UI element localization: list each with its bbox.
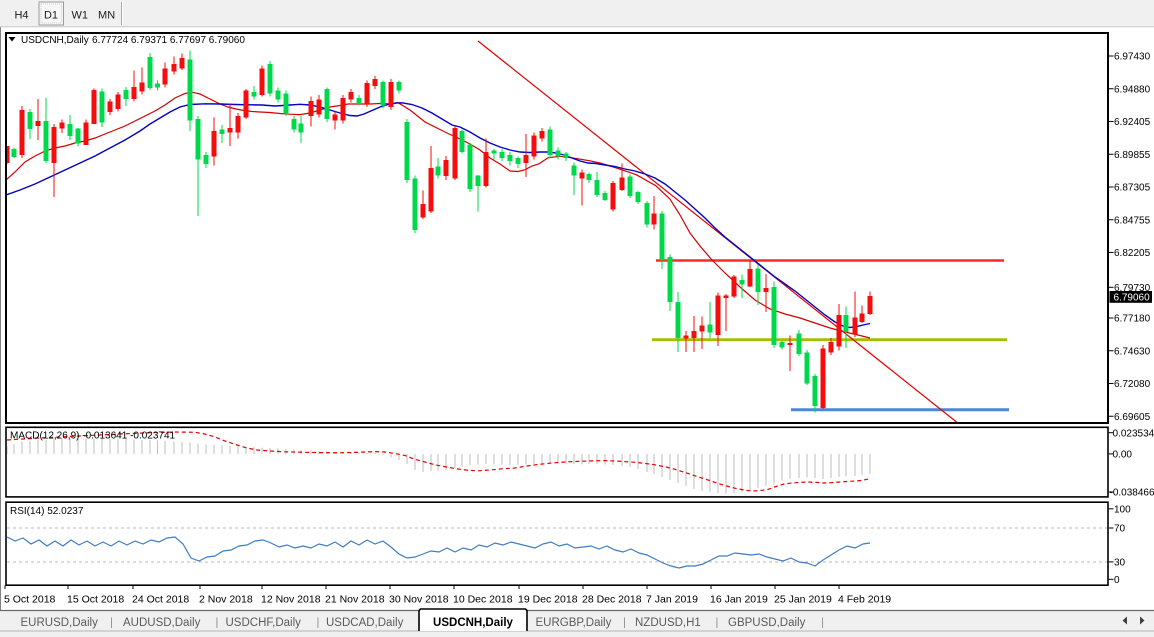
svg-text:|: | (216, 617, 219, 629)
svg-text:25 Jan 2019: 25 Jan 2019 (774, 594, 832, 606)
svg-text:7 Jan 2019: 7 Jan 2019 (646, 594, 698, 606)
svg-text:|: | (821, 617, 824, 629)
svg-text:28 Dec 2018: 28 Dec 2018 (582, 594, 642, 606)
svg-text:|: | (110, 617, 113, 629)
svg-text:GBPUSD,Daily: GBPUSD,Daily (728, 617, 806, 629)
svg-text:16 Jan 2019: 16 Jan 2019 (710, 594, 768, 606)
svg-text:6.84755: 6.84755 (1114, 215, 1151, 226)
svg-text:MN: MN (98, 9, 115, 21)
svg-text:NZDUSD,H1: NZDUSD,H1 (635, 617, 701, 629)
svg-text:USDCNH,Daily: USDCNH,Daily (433, 617, 513, 629)
svg-text:30: 30 (1114, 558, 1126, 569)
svg-text:6.77180: 6.77180 (1114, 314, 1151, 325)
svg-text:6.97430: 6.97430 (1114, 52, 1151, 63)
svg-text:6.74630: 6.74630 (1114, 346, 1151, 357)
svg-text:0.00: 0.00 (1113, 450, 1133, 461)
svg-text:6.87305: 6.87305 (1114, 183, 1151, 194)
svg-text:21 Nov 2018: 21 Nov 2018 (325, 594, 385, 606)
svg-text:12 Nov 2018: 12 Nov 2018 (261, 594, 321, 606)
svg-text:6.92405: 6.92405 (1114, 117, 1151, 128)
svg-text:6.82205: 6.82205 (1114, 248, 1151, 259)
svg-text:EURUSD,Daily: EURUSD,Daily (21, 617, 99, 629)
svg-text:6.94880: 6.94880 (1114, 84, 1151, 95)
svg-text:10 Dec 2018: 10 Dec 2018 (453, 594, 513, 606)
svg-text:24 Oct 2018: 24 Oct 2018 (132, 594, 189, 606)
svg-text:MACD(12,26,9) -0.013641 -0.023: MACD(12,26,9) -0.013641 -0.023741 (10, 431, 176, 442)
svg-text:D1: D1 (44, 9, 58, 21)
svg-text:100: 100 (1114, 504, 1131, 515)
svg-text:6.77724 6.79371 6.77697 6.7906: 6.77724 6.79371 6.77697 6.79060 (92, 35, 245, 46)
svg-text:-0.038466: -0.038466 (1110, 488, 1154, 499)
svg-text:15 Oct 2018: 15 Oct 2018 (67, 594, 124, 606)
svg-text:2 Nov 2018: 2 Nov 2018 (199, 594, 253, 606)
svg-text:USDCHF,Daily: USDCHF,Daily (226, 617, 302, 629)
svg-text:EURGBP,Daily: EURGBP,Daily (536, 617, 612, 629)
svg-text:6.79730: 6.79730 (1114, 283, 1151, 294)
svg-text:AUDUSD,Daily: AUDUSD,Daily (123, 617, 201, 629)
svg-text:0: 0 (1114, 575, 1120, 586)
svg-text:H4: H4 (14, 9, 28, 21)
svg-text:6.69605: 6.69605 (1114, 412, 1151, 423)
svg-text:USDCAD,Daily: USDCAD,Daily (326, 617, 404, 629)
svg-text:W1: W1 (72, 9, 89, 21)
svg-text:USDCNH,Daily: USDCNH,Daily (21, 35, 89, 46)
svg-text:RSI(14) 52.0237: RSI(14) 52.0237 (10, 506, 84, 517)
svg-text:4 Feb 2019: 4 Feb 2019 (838, 594, 891, 606)
svg-text:|: | (716, 617, 719, 629)
svg-text:6.72080: 6.72080 (1114, 379, 1151, 390)
svg-text:6.79060: 6.79060 (1114, 292, 1151, 303)
svg-text:|: | (623, 617, 626, 629)
svg-text:0.023534: 0.023534 (1113, 428, 1154, 439)
svg-text:|: | (317, 617, 320, 629)
svg-text:5 Oct 2018: 5 Oct 2018 (4, 594, 56, 606)
svg-text:70: 70 (1114, 524, 1126, 535)
svg-text:30 Nov 2018: 30 Nov 2018 (389, 594, 449, 606)
svg-text:6.89855: 6.89855 (1114, 150, 1151, 161)
svg-text:19 Dec 2018: 19 Dec 2018 (518, 594, 578, 606)
